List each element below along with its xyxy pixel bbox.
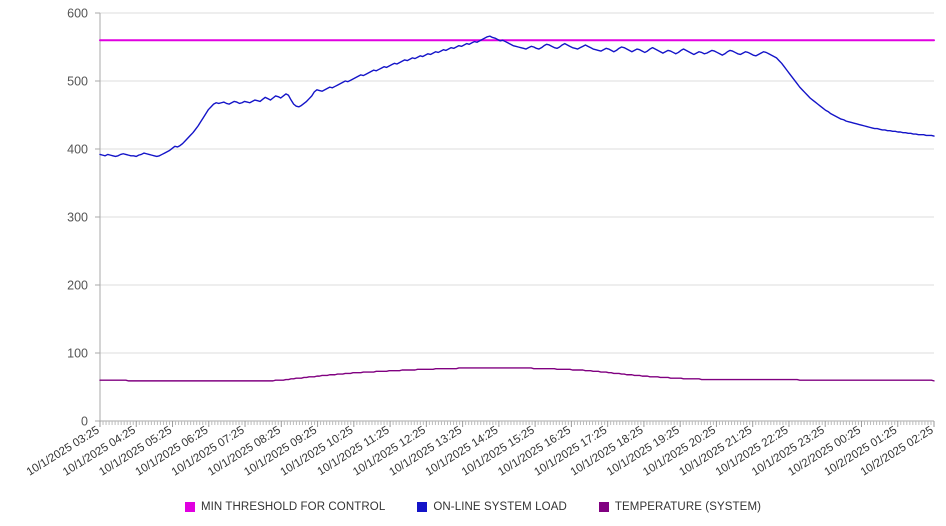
legend-color-swatch <box>598 502 609 512</box>
legend-item[interactable]: MIN THRESHOLD FOR CONTROL <box>184 501 386 513</box>
y-tick-label: 400 <box>67 143 88 157</box>
y-tick-label: 600 <box>67 7 88 21</box>
legend-item-label: TEMPERATURE (SYSTEM) <box>614 501 762 513</box>
y-gridlines: 0 100 200 300 400 500 600 <box>67 7 934 429</box>
legend-item-label: ON-LINE SYSTEM LOAD <box>433 501 567 513</box>
y-tick-label: 0 <box>81 415 88 429</box>
y-tick-label: 200 <box>67 279 88 293</box>
y-tick-label: 300 <box>67 211 88 225</box>
legend-color-swatch <box>417 502 428 512</box>
series-line <box>99 367 935 382</box>
legend-color-swatch <box>184 502 195 512</box>
legend-item[interactable]: TEMPERATURE (SYSTEM) <box>598 501 762 513</box>
legend-item[interactable]: ON-LINE SYSTEM LOAD <box>417 501 567 513</box>
chart-legend: MIN THRESHOLD FOR CONTROL ON-LINE SYSTEM … <box>0 496 946 518</box>
data-series-group <box>99 35 935 382</box>
y-tick-label: 500 <box>67 75 88 89</box>
y-tick-label: 100 <box>67 347 88 361</box>
x-axis-ticks <box>99 421 935 427</box>
series-line <box>99 35 935 158</box>
legend-item-label: MIN THRESHOLD FOR CONTROL <box>200 501 386 513</box>
